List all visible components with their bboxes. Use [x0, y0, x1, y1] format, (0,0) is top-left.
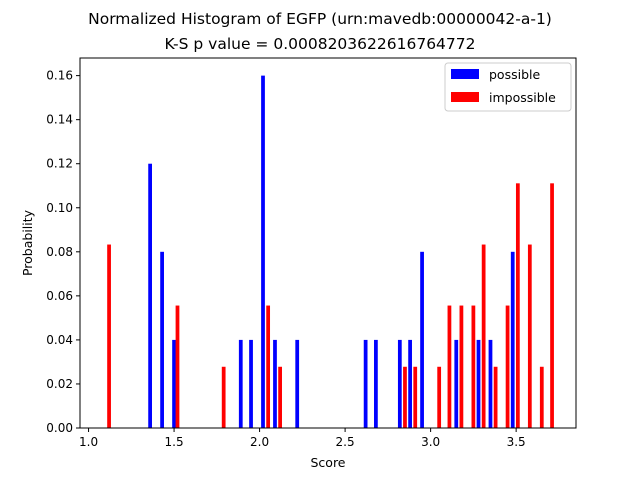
bar-possible-7	[295, 339, 300, 428]
y-axis-ticks: 0.00 0.02 0.04 0.06 0.08 0.10 0.12 0.14 0.16	[46, 69, 80, 435]
bar-possible-10	[397, 339, 402, 428]
bar-possible-6	[273, 339, 277, 428]
bar-impossible-7	[437, 366, 442, 428]
x-tick-label: 1.0	[79, 435, 98, 449]
bar-impossible-9	[459, 305, 464, 428]
legend: possible impossible	[444, 62, 572, 112]
bar-impossible-1	[175, 305, 180, 428]
x-axis-ticks: 1.0 1.5 2.0 2.5 3.0 3.5	[79, 428, 526, 449]
bar-possible-14	[476, 339, 481, 428]
bar-impossible-6	[413, 366, 418, 428]
legend-label-impossible: impossible	[489, 90, 556, 105]
bar-impossible-0	[107, 244, 111, 428]
x-tick-label: 2.5	[336, 435, 355, 449]
y-tick-label: 0.10	[46, 201, 73, 215]
x-tick-label: 2.0	[250, 435, 269, 449]
legend-label-possible: possible	[489, 67, 540, 82]
bar-possible-0	[148, 163, 152, 428]
y-tick-label: 0.16	[46, 69, 73, 83]
y-tick-label: 0.06	[46, 289, 73, 303]
bar-possible-5	[261, 75, 265, 429]
y-tick-label: 0.02	[46, 377, 73, 391]
bar-possible-4	[249, 339, 253, 428]
bar-impossible-8	[447, 305, 452, 428]
x-tick-label: 3.5	[507, 435, 526, 449]
bar-possible-12	[420, 251, 424, 428]
bar-impossible-12	[493, 366, 498, 428]
bar-impossible-4	[278, 366, 282, 428]
bar-possible-11	[408, 339, 412, 428]
bar-possible-3	[238, 339, 243, 428]
bar-impossible-3	[266, 305, 271, 428]
plot-frame	[79, 57, 577, 429]
chart-title: Normalized Histogram of EGFP (urn:mavedb…	[88, 10, 552, 28]
y-tick-label: 0.14	[46, 113, 73, 127]
bar-impossible-14	[515, 183, 520, 428]
y-tick-label: 0.00	[46, 421, 73, 435]
x-tick-label: 1.5	[165, 435, 184, 449]
bar-impossible-15	[527, 244, 532, 428]
bar-impossible-17	[550, 183, 554, 428]
y-tick-label: 0.08	[46, 245, 73, 259]
chart-subtitle: K-S p value = 0.0008203622616764772	[165, 35, 476, 53]
bar-possible-8	[363, 339, 368, 428]
bar-possible-2	[172, 339, 176, 428]
bars-layer	[107, 75, 554, 429]
bar-impossible-13	[505, 305, 510, 428]
bar-possible-16	[510, 251, 515, 428]
bar-impossible-5	[403, 366, 407, 428]
y-tick-label: 0.04	[46, 333, 73, 347]
bar-possible-13	[454, 339, 459, 428]
bar-impossible-11	[481, 244, 486, 428]
bar-possible-15	[488, 339, 493, 428]
x-axis-label: Score	[310, 455, 345, 470]
legend-swatch-impossible	[451, 92, 479, 102]
y-axis-label: Probability	[20, 209, 35, 276]
bar-impossible-2	[221, 366, 226, 428]
legend-swatch-possible	[451, 69, 479, 79]
bar-possible-1	[160, 251, 164, 428]
bar-impossible-16	[539, 366, 544, 428]
y-tick-label: 0.12	[46, 157, 73, 171]
x-tick-label: 3.0	[421, 435, 440, 449]
bar-impossible-10	[471, 305, 476, 428]
bar-possible-9	[374, 339, 378, 428]
